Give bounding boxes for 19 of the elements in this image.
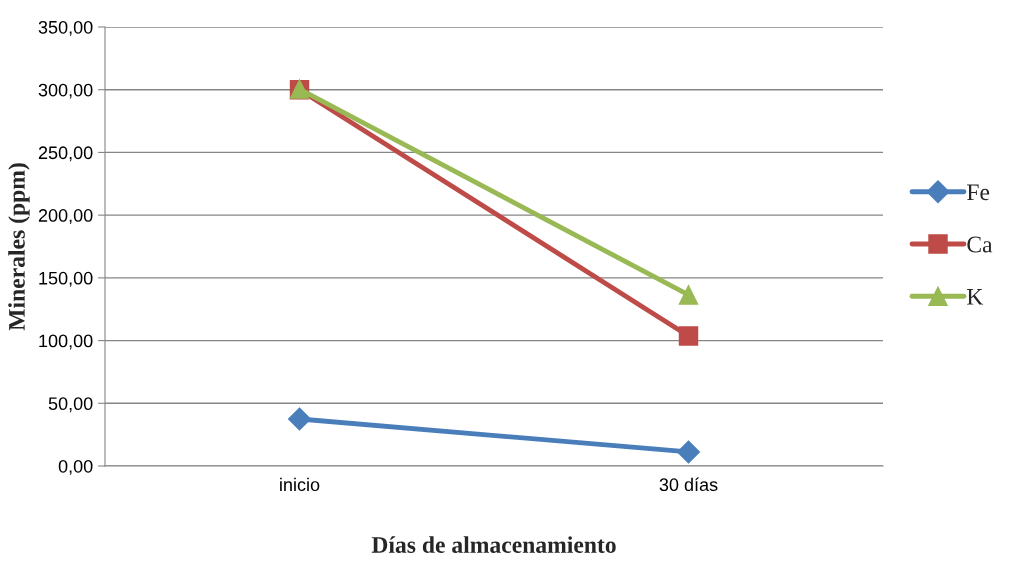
y-tick-label: 300,00: [38, 83, 93, 99]
y-axis-title: Minerales (ppm): [8, 163, 30, 331]
y-tick-label: 200,00: [38, 209, 93, 224]
x-axis-title: Días de almacenamiento: [371, 536, 616, 553]
legend-label: K: [967, 289, 984, 305]
y-tick-label: 0,00: [58, 459, 93, 475]
legend-label: Ca: [967, 236, 993, 253]
x-tick-label: inicio: [280, 477, 320, 492]
point: [288, 407, 311, 431]
legend-label: Fe: [967, 184, 990, 201]
point: [678, 326, 699, 346]
y-tick-label: 350,00: [38, 20, 93, 36]
y-tick-label: 150,00: [39, 271, 93, 287]
y-tick-label: 50,00: [48, 397, 93, 413]
x-tick-label: 30 días: [659, 477, 718, 492]
y-tick-label: 100,00: [39, 334, 93, 350]
y-tick-label: 250,00: [38, 146, 93, 162]
point: [677, 440, 700, 464]
point: [678, 285, 699, 305]
